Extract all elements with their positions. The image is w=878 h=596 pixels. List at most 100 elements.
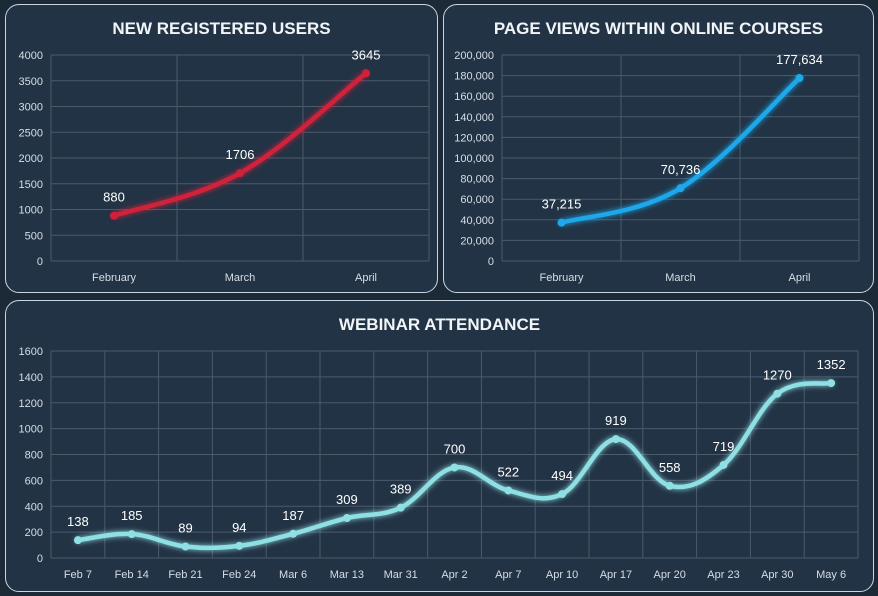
data-label: 919 xyxy=(605,413,627,428)
data-label: 1270 xyxy=(763,368,792,383)
data-point[interactable] xyxy=(504,486,513,495)
registered-users-panel: NEW REGISTERED USERS 0 500 1000 1500 2000 250… xyxy=(5,4,438,293)
x-tick-label: Feb 7 xyxy=(64,569,92,581)
y-tick-label: 0 xyxy=(488,256,494,268)
x-tick-label: February xyxy=(539,272,584,284)
y-tick-label: 20,000 xyxy=(460,235,494,247)
webinar-attendance-chart: 0 200 400 600 800 1000 1200 1400 1600 Feb 7 Feb 14… xyxy=(19,346,859,581)
x-tick-label: May 6 xyxy=(816,569,846,581)
data-label: 37,215 xyxy=(542,197,582,212)
x-tick-label: Apr 10 xyxy=(546,569,578,581)
x-tick-label: Mar 13 xyxy=(330,569,364,581)
y-tick-label: 500 xyxy=(25,230,43,242)
y-tick-label: 180,000 xyxy=(454,71,494,83)
data-point[interactable] xyxy=(558,490,567,499)
data-label: 185 xyxy=(121,508,143,523)
data-label: 177,634 xyxy=(776,52,823,67)
data-label: 1706 xyxy=(226,147,255,162)
y-tick-label: 1400 xyxy=(19,372,43,384)
data-label: 1352 xyxy=(817,357,846,372)
x-tick-label: February xyxy=(92,272,137,284)
data-label: 880 xyxy=(103,190,125,205)
x-tick-label: Feb 14 xyxy=(115,569,149,581)
x-tick-label: Mar 6 xyxy=(279,569,307,581)
x-tick-label: March xyxy=(665,272,696,284)
y-tick-label: 200 xyxy=(25,527,43,539)
y-tick-label: 140,000 xyxy=(454,112,494,124)
x-tick-label: April xyxy=(788,272,810,284)
y-tick-label: 160,000 xyxy=(454,91,494,103)
data-label: 187 xyxy=(282,508,304,523)
y-tick-label: 3500 xyxy=(19,76,43,88)
data-point[interactable] xyxy=(719,460,728,469)
y-tick-label: 60,000 xyxy=(460,194,494,206)
data-label: 138 xyxy=(67,514,89,529)
data-point[interactable] xyxy=(127,530,136,539)
data-label: 700 xyxy=(444,441,466,456)
data-label: 70,736 xyxy=(661,162,701,177)
y-tick-label: 80,000 xyxy=(460,174,494,186)
data-point[interactable] xyxy=(827,379,836,388)
y-tick-label: 1600 xyxy=(19,346,43,358)
data-point[interactable] xyxy=(557,218,566,227)
data-point[interactable] xyxy=(342,514,351,523)
data-point[interactable] xyxy=(181,542,190,551)
y-tick-label: 2000 xyxy=(19,153,43,165)
y-tick-label: 800 xyxy=(25,450,43,462)
page-views-panel: PAGE VIEWS WITHIN ONLINE COURSES 0 20,000… xyxy=(443,4,874,293)
y-tick-label: 4000 xyxy=(19,50,43,62)
x-tick-label: Apr 7 xyxy=(495,569,521,581)
data-point[interactable] xyxy=(773,389,782,398)
data-label: 89 xyxy=(178,520,192,535)
x-tick-label: Apr 23 xyxy=(707,569,739,581)
registered-users-chart: 0 500 1000 1500 2000 2500 3000 3500 4000 February… xyxy=(19,47,430,284)
chart-title: NEW REGISTERED USERS xyxy=(112,19,331,38)
x-tick-label: Feb 21 xyxy=(168,569,202,581)
x-tick-label: Apr 2 xyxy=(441,569,467,581)
data-point[interactable] xyxy=(611,435,620,444)
data-label: 309 xyxy=(336,492,358,507)
x-tick-label: April xyxy=(355,272,377,284)
series-line xyxy=(111,71,369,218)
chart-title: PAGE VIEWS WITHIN ONLINE COURSES xyxy=(493,19,824,38)
series-line xyxy=(559,75,802,225)
y-tick-label: 0 xyxy=(37,256,43,268)
data-point[interactable] xyxy=(396,503,405,512)
data-point[interactable] xyxy=(73,536,82,545)
x-tick-label: Apr 30 xyxy=(761,569,793,581)
y-tick-label: 600 xyxy=(25,475,43,487)
data-label: 3645 xyxy=(352,47,381,62)
data-point[interactable] xyxy=(665,481,674,490)
data-point[interactable] xyxy=(235,541,244,550)
y-tick-label: 100,000 xyxy=(454,153,494,165)
data-label: 494 xyxy=(551,468,573,483)
y-tick-label: 200,000 xyxy=(454,50,494,62)
data-point[interactable] xyxy=(676,184,685,193)
y-tick-label: 1000 xyxy=(19,424,43,436)
data-label: 558 xyxy=(659,460,681,475)
x-tick-label: Apr 20 xyxy=(653,569,685,581)
y-tick-label: 1200 xyxy=(19,398,43,410)
data-point[interactable] xyxy=(236,169,244,178)
y-tick-label: 3000 xyxy=(19,102,43,114)
y-tick-label: 0 xyxy=(37,553,43,565)
x-tick-label: Apr 17 xyxy=(600,569,632,581)
data-point[interactable] xyxy=(289,529,298,538)
series-line xyxy=(75,380,834,551)
webinar-attendance-panel: WEBINAR ATTENDANCE 0 200 400 600 800 1000 1200… xyxy=(5,300,874,592)
data-point[interactable] xyxy=(110,211,118,220)
data-point[interactable] xyxy=(362,69,370,78)
page-views-chart: 0 20,000 40,000 60,000 80,000 100,000 120,000 1… xyxy=(454,50,860,284)
data-label: 389 xyxy=(390,482,412,497)
data-point[interactable] xyxy=(450,463,459,472)
y-tick-label: 2500 xyxy=(19,127,43,139)
y-tick-label: 120,000 xyxy=(454,132,494,144)
y-tick-label: 40,000 xyxy=(460,215,494,227)
y-tick-label: 1500 xyxy=(19,179,43,191)
data-point[interactable] xyxy=(795,74,804,83)
x-tick-label: March xyxy=(225,272,256,284)
x-tick-label: Mar 31 xyxy=(384,569,418,581)
x-tick-label: Feb 24 xyxy=(222,569,256,581)
y-tick-label: 1000 xyxy=(19,205,43,217)
data-label: 719 xyxy=(713,439,735,454)
